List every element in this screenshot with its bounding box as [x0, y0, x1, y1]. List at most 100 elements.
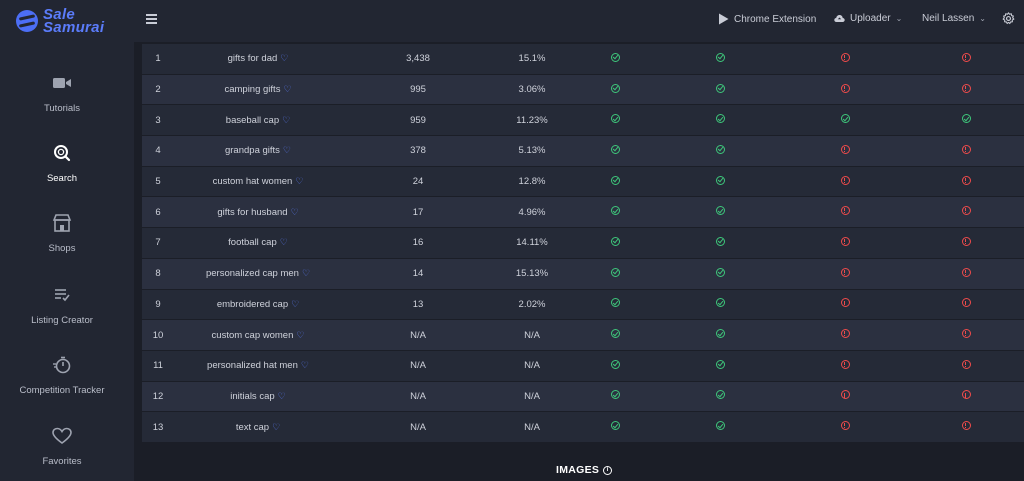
percentage-value: N/A: [524, 421, 540, 433]
percentage-value: 5.13%: [518, 145, 546, 157]
favorite-heart-icon[interactable]: ♡: [283, 84, 292, 95]
check-circle-icon: [715, 144, 725, 154]
status-cell-1: [600, 144, 630, 157]
status-cell-2: [705, 83, 735, 96]
table-row: 4 grandpa gifts ♡ 378 5.13%: [142, 136, 1024, 167]
favorite-heart-icon[interactable]: ♡: [280, 53, 289, 64]
video-camera-icon: [53, 78, 71, 88]
check-circle-icon: [715, 52, 725, 62]
row-number-value: 13: [152, 421, 164, 433]
volume-value: N/A: [410, 329, 426, 341]
brand-logo[interactable]: Sale Samurai: [16, 7, 104, 35]
keyword-text[interactable]: personalized cap men: [205, 268, 299, 280]
favorite-heart-icon[interactable]: ♡: [279, 237, 288, 248]
gear-icon[interactable]: [1002, 12, 1015, 25]
check-circle-icon: [610, 359, 620, 369]
volume-value: 13: [412, 298, 424, 310]
keyword-text[interactable]: camping gifts: [224, 84, 281, 96]
alert-circle-icon: [840, 421, 850, 431]
row-number: 7: [143, 237, 173, 248]
status-cell-4: [951, 390, 981, 402]
row-number-value: 7: [155, 237, 161, 249]
favorite-heart-icon[interactable]: ♡: [272, 421, 281, 432]
favorite-heart-icon[interactable]: ♡: [291, 298, 300, 309]
volume-cell: 14: [378, 268, 458, 279]
favorite-heart-icon[interactable]: ♡: [295, 176, 304, 187]
check-circle-icon: [610, 114, 620, 124]
user-menu[interactable]: Neil Lassen ⌄: [922, 13, 986, 24]
keyword-text[interactable]: baseball cap: [225, 114, 280, 126]
status-cell-2: [705, 206, 735, 218]
favorite-heart-icon[interactable]: ♡: [296, 329, 305, 340]
keyword-text[interactable]: personalized hat men: [207, 360, 298, 372]
uploader-menu[interactable]: Uploader ⌄: [834, 13, 902, 24]
top-bar: Chrome Extension Uploader ⌄ Neil Lassen …: [134, 0, 1024, 42]
favorite-heart-icon[interactable]: ♡: [290, 206, 299, 217]
status-cell-3: [830, 175, 860, 188]
keyword-text[interactable]: grandpa gifts: [224, 145, 280, 157]
sidebar-item-shops[interactable]: Shops: [0, 212, 124, 254]
status-cell-4: [951, 298, 981, 310]
percentage-value: 3.06%: [518, 84, 546, 96]
row-number-value: 1: [155, 53, 161, 65]
check-circle-icon: [840, 114, 850, 124]
sidebar-item-label: Search: [46, 173, 78, 184]
percentage-value: 12.8%: [518, 176, 546, 188]
keyword-text[interactable]: football cap: [228, 237, 277, 249]
percentage-cell: N/A: [492, 360, 572, 371]
sidebar-item-tutorials[interactable]: Tutorials: [0, 72, 124, 114]
keyword-text[interactable]: gifts for dad: [227, 53, 278, 65]
favorite-heart-icon[interactable]: ♡: [282, 145, 291, 156]
keyword-text[interactable]: gifts for husband: [217, 206, 288, 218]
status-cell-1: [600, 175, 630, 188]
alert-circle-icon: [840, 329, 850, 339]
row-number: 4: [143, 145, 173, 156]
volume-cell: 24: [378, 176, 458, 187]
status-cell-3: [830, 421, 860, 433]
row-number-value: 9: [155, 298, 161, 310]
keyword-text[interactable]: text cap: [235, 421, 270, 433]
sidebar-item-favorites[interactable]: Favorites: [0, 425, 124, 467]
percentage-value: N/A: [524, 360, 540, 372]
search-icon: [54, 145, 71, 162]
check-circle-icon: [715, 421, 725, 431]
info-icon[interactable]: i: [603, 465, 613, 475]
status-cell-3: [830, 359, 860, 372]
volume-value: 24: [412, 176, 424, 188]
status-cell-3: [830, 236, 860, 249]
keyword-text[interactable]: embroidered cap: [216, 298, 289, 310]
sidebar-item-search[interactable]: Search: [0, 142, 124, 184]
stopwatch-icon: [53, 356, 71, 374]
status-cell-2: [705, 390, 735, 402]
table-row: 8 personalized cap men ♡ 14 15.13%: [142, 258, 1024, 290]
sidebar-item-listing-creator[interactable]: Listing Creator: [0, 284, 124, 326]
favorite-heart-icon[interactable]: ♡: [300, 360, 309, 371]
alert-circle-icon: [961, 267, 971, 277]
status-cell-3: [830, 267, 860, 280]
menu-toggle-icon[interactable]: [146, 14, 157, 24]
row-number-value: 11: [153, 360, 163, 372]
alert-circle-icon: [840, 52, 850, 62]
status-cell-1: [600, 421, 630, 433]
favorite-heart-icon[interactable]: ♡: [277, 390, 286, 401]
table-row: 5 custom hat women ♡ 24 12.8%: [142, 166, 1024, 198]
favorite-heart-icon[interactable]: ♡: [301, 268, 311, 279]
keyword-text[interactable]: custom cap women: [211, 329, 294, 341]
status-cell-4: [951, 359, 981, 372]
favorite-heart-icon[interactable]: ♡: [282, 114, 291, 125]
volume-value: 959: [410, 114, 426, 126]
sidebar-item-competition-tracker[interactable]: Competition Tracker: [0, 354, 124, 396]
status-cell-3: [830, 144, 860, 157]
keyword-text[interactable]: custom hat women: [212, 176, 293, 188]
sidebar: Sale Samurai Tutorials Search Shops List…: [0, 0, 134, 481]
check-circle-icon: [715, 329, 725, 339]
percentage-value: N/A: [524, 329, 540, 341]
status-cell-4: [951, 175, 981, 188]
row-number-value: 2: [155, 84, 161, 96]
status-cell-1: [600, 390, 630, 402]
keyword-text[interactable]: initials cap: [230, 390, 275, 402]
volume-value: 378: [410, 145, 426, 157]
chrome-extension-link[interactable]: Chrome Extension: [718, 13, 816, 25]
check-circle-icon: [610, 390, 620, 400]
keyword-cell: gifts for dad ♡: [158, 53, 358, 64]
